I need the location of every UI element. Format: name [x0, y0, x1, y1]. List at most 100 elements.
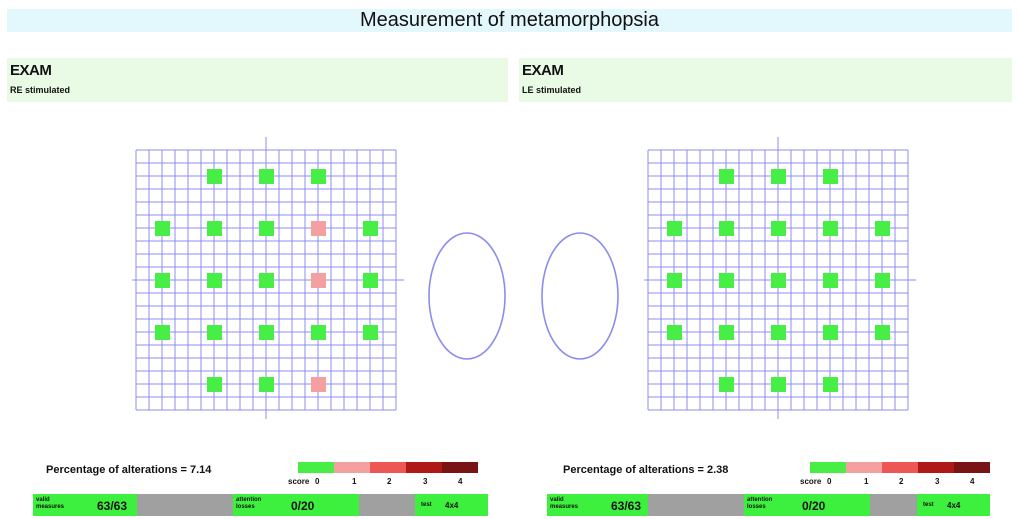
measurement-marker	[875, 325, 890, 340]
measurement-marker	[771, 325, 786, 340]
measurement-marker	[207, 221, 222, 236]
score-value-4: 4	[458, 477, 463, 486]
measurement-marker	[875, 221, 890, 236]
measurement-marker	[823, 273, 838, 288]
test-cell: test 4x4	[917, 494, 990, 516]
right-eye-exam-header: EXAM RE stimulated	[7, 58, 508, 102]
valid-measures-cell: valid measures 63/63	[547, 494, 648, 516]
right-eye-score-legend: score 0 1 2 3 4	[288, 462, 478, 489]
measurement-marker	[311, 221, 326, 236]
left-eye-stats-bar: valid measures 63/63 attention losses 0/…	[547, 494, 990, 516]
page-title: Measurement of metamorphopsia	[7, 9, 1012, 32]
score-1-swatch	[334, 462, 370, 473]
test-cell: test 4x4	[415, 494, 488, 516]
measurement-marker	[259, 221, 274, 236]
measurement-marker	[259, 273, 274, 288]
measurement-marker	[771, 377, 786, 392]
measurement-marker	[363, 325, 378, 340]
score-0-swatch	[298, 462, 334, 473]
measurement-marker	[823, 221, 838, 236]
measurement-marker	[207, 325, 222, 340]
measurement-marker	[259, 169, 274, 184]
measurement-marker	[259, 377, 274, 392]
measurement-marker	[155, 325, 170, 340]
right-eye-percentage-text: Percentage of alterations = 7.14	[46, 464, 212, 476]
measurement-marker	[311, 377, 326, 392]
score-value-1: 1	[864, 477, 869, 486]
score-0-swatch	[810, 462, 846, 473]
measurement-marker	[207, 377, 222, 392]
measurement-marker	[207, 169, 222, 184]
measurement-marker	[667, 273, 682, 288]
valid-measures-label: valid measures	[36, 497, 65, 510]
test-value: 4x4	[947, 501, 961, 510]
measurement-marker	[719, 221, 734, 236]
measurement-marker	[823, 325, 838, 340]
measurement-marker	[719, 169, 734, 184]
measurement-marker	[311, 273, 326, 288]
measurement-marker	[719, 377, 734, 392]
score-value-2: 2	[387, 477, 392, 486]
score-color-bar	[298, 462, 478, 473]
score-color-bar	[810, 462, 990, 473]
score-4-swatch	[954, 462, 990, 473]
measurement-marker	[875, 273, 890, 288]
measurement-marker	[363, 221, 378, 236]
left-eye-percentage-text: Percentage of alterations = 2.38	[563, 464, 729, 476]
score-1-swatch	[846, 462, 882, 473]
score-value-0: 0	[315, 477, 320, 486]
test-label: test	[923, 502, 934, 508]
measurement-marker	[771, 169, 786, 184]
valid-measures-label: valid measures	[550, 497, 579, 510]
score-2-swatch	[882, 462, 918, 473]
left-eye-oval-icon	[541, 232, 619, 360]
measurement-marker	[311, 169, 326, 184]
score-3-swatch	[918, 462, 954, 473]
measurement-marker	[823, 169, 838, 184]
score-value-1: 1	[352, 477, 357, 486]
measurement-marker	[155, 273, 170, 288]
score-3-swatch	[406, 462, 442, 473]
measurement-marker	[311, 325, 326, 340]
valid-measures-cell: valid measures 63/63	[33, 494, 137, 516]
left-eye-stimulated-label: LE stimulated	[522, 85, 582, 95]
score-label: score	[288, 477, 310, 486]
score-value-0: 0	[827, 477, 832, 486]
attention-losses-label: attention losses	[236, 497, 262, 510]
measurement-marker	[771, 273, 786, 288]
score-value-3: 3	[423, 477, 428, 486]
left-eye-score-legend: score 0 1 2 3 4	[800, 462, 990, 489]
attention-losses-value: 0/20	[291, 499, 315, 513]
score-value-2: 2	[899, 477, 904, 486]
right-eye-amsler-grid	[132, 137, 404, 419]
valid-measures-value: 63/63	[611, 499, 642, 513]
measurement-marker	[363, 273, 378, 288]
measurement-marker	[207, 273, 222, 288]
test-label: test	[421, 502, 432, 508]
score-value-3: 3	[935, 477, 940, 486]
score-4-swatch	[442, 462, 478, 473]
measurement-marker	[259, 325, 274, 340]
left-eye-exam-header: EXAM LE stimulated	[519, 58, 1012, 102]
right-eye-stimulated-label: RE stimulated	[10, 85, 71, 95]
measurement-marker	[719, 273, 734, 288]
test-value: 4x4	[445, 501, 459, 510]
score-2-swatch	[370, 462, 406, 473]
attention-losses-cell: attention losses 0/20	[233, 494, 359, 516]
measurement-marker	[771, 221, 786, 236]
measurement-marker	[719, 325, 734, 340]
left-eye-exam-title: EXAM	[522, 62, 564, 79]
attention-losses-value: 0/20	[802, 499, 826, 513]
right-eye-oval-icon	[428, 232, 506, 360]
right-eye-exam-title: EXAM	[10, 62, 52, 79]
attention-losses-cell: attention losses 0/20	[744, 494, 870, 516]
score-value-4: 4	[970, 477, 975, 486]
valid-measures-value: 63/63	[97, 499, 128, 513]
score-labels: score 0 1 2 3 4	[288, 477, 478, 489]
score-label: score	[800, 477, 822, 486]
measurement-marker	[667, 325, 682, 340]
attention-losses-label: attention losses	[747, 497, 773, 510]
measurement-marker	[823, 377, 838, 392]
right-eye-stats-bar: valid measures 63/63 attention losses 0/…	[33, 494, 488, 516]
left-eye-amsler-grid	[644, 137, 916, 419]
